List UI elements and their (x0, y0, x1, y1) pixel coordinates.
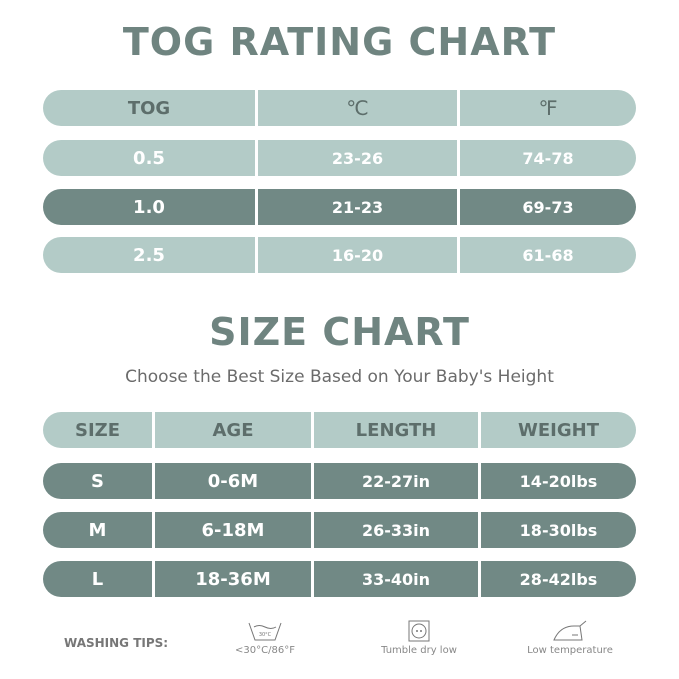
tog-value: 2.5 (43, 237, 255, 273)
celsius-range: 23-26 (258, 140, 457, 176)
header-age: AGE (155, 412, 311, 448)
tog-row-highlighted: 1.0 21-23 69-73 (43, 189, 636, 225)
size-row: L 18-36M 33-40in 28-42lbs (43, 561, 636, 597)
header-celsius: ℃ (258, 90, 457, 126)
weight-value: 14-20lbs (481, 463, 636, 499)
size-value: S (43, 463, 152, 499)
size-row: S 0-6M 22-27in 14-20lbs (43, 463, 636, 499)
fahrenheit-range: 61-68 (460, 237, 636, 273)
tog-value: 0.5 (43, 140, 255, 176)
age-value: 0-6M (155, 463, 311, 499)
weight-value: 18-30lbs (481, 512, 636, 548)
size-value: L (43, 561, 152, 597)
tog-row: 0.5 23-26 74-78 (43, 140, 636, 176)
fahrenheit-range: 74-78 (460, 140, 636, 176)
length-value: 22-27in (314, 463, 478, 499)
tumble-dry-icon (408, 620, 430, 642)
wash-tip-text: <30°C/86°F (235, 645, 295, 656)
wash-temp-text: 30°C (259, 632, 272, 638)
size-chart-subtitle: Choose the Best Size Based on Your Baby'… (125, 367, 554, 387)
tog-chart-title: TOG RATING CHART (122, 20, 557, 64)
tumble-dry-tip: Tumble dry low (374, 620, 464, 656)
length-value: 33-40in (314, 561, 478, 597)
wash-tip: 30°C <30°C/86°F (225, 620, 305, 656)
size-chart-title: SIZE CHART (209, 310, 470, 354)
iron-text: Low temperature (527, 645, 613, 656)
tog-value: 1.0 (43, 189, 255, 225)
header-size: SIZE (43, 412, 152, 448)
age-value: 6-18M (155, 512, 311, 548)
washing-tips-label: WASHING TIPS: (64, 636, 169, 650)
tog-row: 2.5 16-20 61-68 (43, 237, 636, 273)
size-value: M (43, 512, 152, 548)
celsius-range: 16-20 (258, 237, 457, 273)
header-fahrenheit: ℉ (460, 90, 636, 126)
iron-icon (553, 620, 587, 641)
tumble-dry-text: Tumble dry low (381, 645, 457, 656)
size-row: M 6-18M 26-33in 18-30lbs (43, 512, 636, 548)
tog-header-row: TOG ℃ ℉ (43, 90, 636, 126)
header-tog: TOG (43, 90, 255, 126)
header-length: LENGTH (314, 412, 478, 448)
age-value: 18-36M (155, 561, 311, 597)
wash-tub-icon: 30°C (248, 622, 282, 641)
fahrenheit-range: 69-73 (460, 189, 636, 225)
size-header-row: SIZE AGE LENGTH WEIGHT (43, 412, 636, 448)
celsius-range: 21-23 (258, 189, 457, 225)
weight-value: 28-42lbs (481, 561, 636, 597)
header-weight: WEIGHT (481, 412, 636, 448)
iron-tip: Low temperature (522, 620, 618, 656)
length-value: 26-33in (314, 512, 478, 548)
